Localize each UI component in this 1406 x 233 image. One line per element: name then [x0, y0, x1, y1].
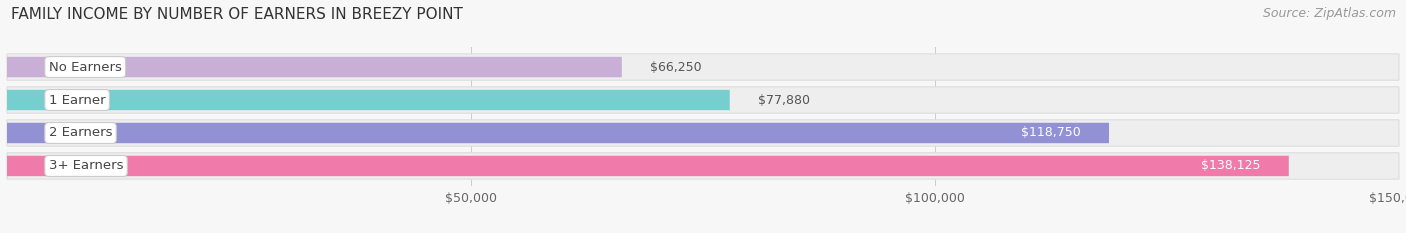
Text: 2 Earners: 2 Earners [49, 127, 112, 140]
Text: $118,750: $118,750 [1021, 127, 1081, 140]
FancyBboxPatch shape [7, 120, 1399, 146]
Text: No Earners: No Earners [49, 61, 122, 74]
FancyBboxPatch shape [7, 90, 730, 110]
Text: FAMILY INCOME BY NUMBER OF EARNERS IN BREEZY POINT: FAMILY INCOME BY NUMBER OF EARNERS IN BR… [11, 7, 463, 22]
Text: 1 Earner: 1 Earner [49, 93, 105, 106]
Text: $77,880: $77,880 [758, 93, 810, 106]
FancyBboxPatch shape [7, 156, 1289, 176]
FancyBboxPatch shape [7, 87, 1399, 113]
Text: $138,125: $138,125 [1202, 159, 1261, 172]
Text: $66,250: $66,250 [650, 61, 702, 74]
FancyBboxPatch shape [7, 153, 1399, 179]
FancyBboxPatch shape [7, 57, 621, 77]
FancyBboxPatch shape [7, 54, 1399, 80]
Text: Source: ZipAtlas.com: Source: ZipAtlas.com [1263, 7, 1396, 20]
FancyBboxPatch shape [7, 123, 1109, 143]
Text: 3+ Earners: 3+ Earners [49, 159, 124, 172]
